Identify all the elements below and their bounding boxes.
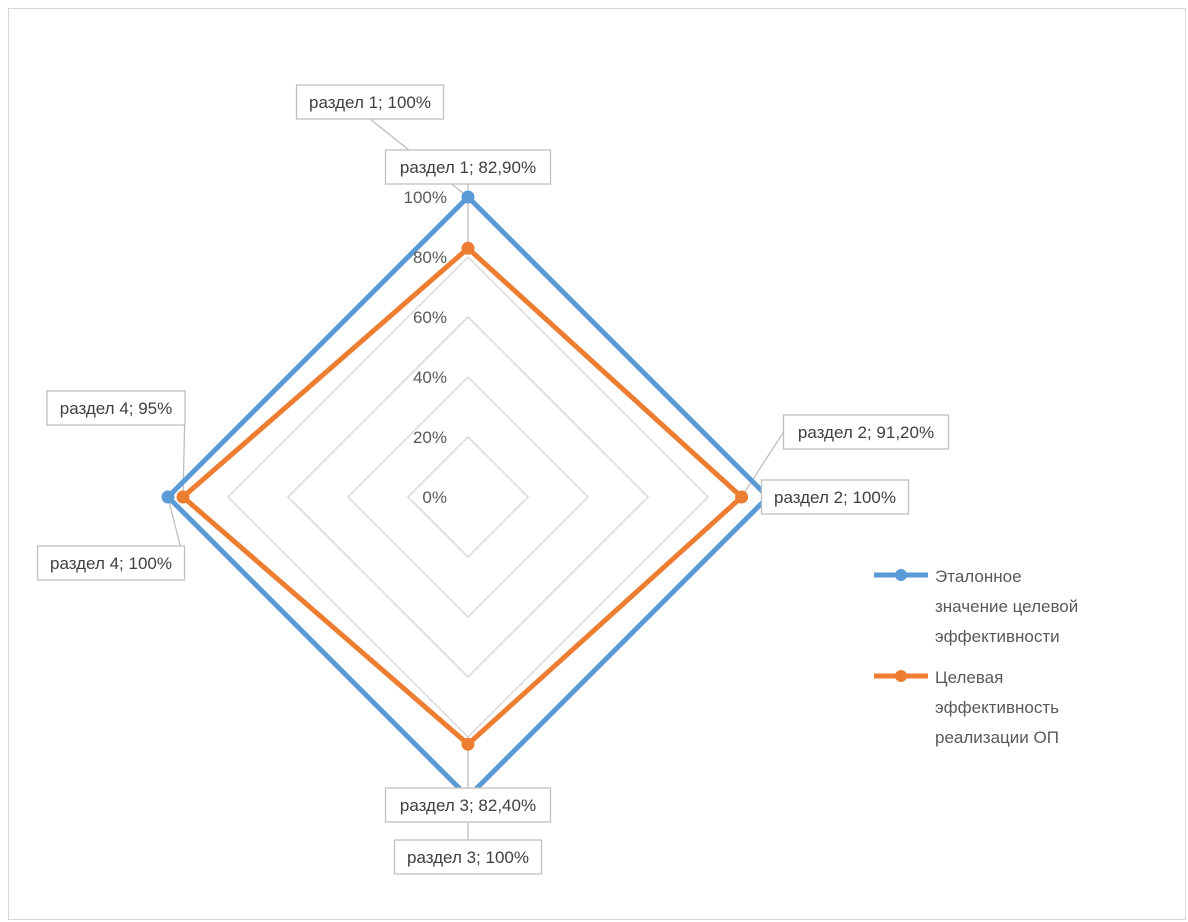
data-label-box (760, 479, 910, 515)
grid-ring (166, 195, 770, 799)
data-label: раздел 3; 100% (407, 848, 529, 867)
legend-entry: эффективности (935, 627, 1060, 646)
series-2-marker-3 (461, 737, 475, 751)
series-1-marker-4 (161, 490, 175, 504)
grid-ring (406, 435, 530, 559)
leader-line (741, 431, 785, 498)
data-label-box (384, 149, 552, 185)
series-2-marker-4 (176, 490, 190, 504)
data-label-box (295, 84, 445, 120)
legend-swatch-marker (895, 670, 907, 682)
legend-entry: значение целевой (935, 597, 1078, 616)
legend-entry: Эталонное (935, 567, 1022, 586)
series-1-marker-1 (461, 190, 475, 204)
data-label: раздел 3; 82,40% (400, 796, 536, 815)
legend-swatch-marker (895, 569, 907, 581)
tick-label: 40% (413, 368, 447, 387)
axis-ticks: 0% 20% 40% 60% 80% 100% (404, 188, 447, 507)
data-label: раздел 2; 91,20% (798, 423, 934, 442)
data-label: раздел 1; 82,90% (400, 158, 536, 177)
data-label: раздел 4; 95% (60, 399, 173, 418)
data-label-box (384, 787, 552, 823)
data-label-box (393, 839, 543, 875)
legend-entry: эффективность (935, 698, 1059, 717)
data-label-box (36, 545, 186, 581)
tick-label: 0% (422, 488, 447, 507)
legend: Эталонное значение целевой эффективности Це… (874, 567, 1078, 747)
tick-label: 100% (404, 188, 447, 207)
tick-label: 80% (413, 248, 447, 267)
data-label: раздел 4; 100% (50, 554, 172, 573)
data-label: раздел 2; 100% (774, 488, 896, 507)
radar-grid (166, 195, 770, 799)
legend-entry: реализации ОП (935, 728, 1059, 747)
tick-label: 20% (413, 428, 447, 447)
grid-ring (346, 375, 590, 619)
data-label: раздел 1; 100% (309, 93, 431, 112)
data-labels: раздел 1; 100% раздел 2; 100% раздел 3; 10… (36, 84, 950, 875)
tick-label: 60% (413, 308, 447, 327)
grid-ring (226, 255, 710, 739)
grid-ring (286, 315, 650, 679)
legend-entry: Целевая (935, 668, 1003, 687)
series-layer (161, 190, 775, 804)
series-line-1 (164, 193, 772, 801)
series-2-marker-1 (461, 241, 475, 255)
data-label-box (46, 390, 186, 426)
series-2-marker-2 (735, 490, 749, 504)
data-label-box (782, 414, 950, 450)
